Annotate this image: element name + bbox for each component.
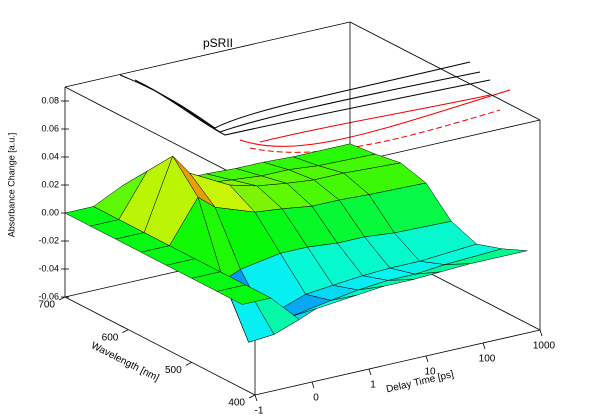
x-tick bbox=[254, 394, 258, 402]
x-tick bbox=[425, 355, 429, 363]
plot-area: -0.06 -0.04 -0.02 0.00 0.02 0.04 0.06 0.08 400 50… bbox=[38, 21, 556, 417]
z-tick-label: -0.06 bbox=[38, 291, 59, 301]
y-tick-label: 400 bbox=[228, 398, 245, 409]
x-tick-label: -1 bbox=[255, 406, 264, 417]
z-tick-label: 0.04 bbox=[41, 151, 59, 161]
x-tick bbox=[539, 329, 543, 337]
z-tick-label: -0.02 bbox=[38, 235, 59, 245]
box-edge bbox=[64, 21, 351, 88]
box-edge bbox=[64, 86, 256, 186]
y-tick-label: 600 bbox=[102, 332, 119, 343]
chart-title: pSRII bbox=[203, 36, 233, 50]
z-tick-label: 0.00 bbox=[41, 207, 59, 217]
z-axis-label: Absorbance Change [a.u.] bbox=[6, 133, 16, 238]
box-edge bbox=[349, 21, 541, 121]
top-contours bbox=[119, 61, 511, 153]
z-tick-label: 0.08 bbox=[41, 95, 59, 105]
contour bbox=[249, 109, 501, 153]
y-axis-label: Wavelength [nm] bbox=[89, 340, 161, 384]
contour bbox=[134, 71, 481, 133]
y-tick bbox=[58, 296, 66, 301]
x-tick-label: 100 bbox=[479, 354, 496, 365]
contour bbox=[149, 79, 491, 136]
x-axis-label: Delay Time [ps] bbox=[385, 369, 455, 395]
y-tick bbox=[185, 361, 192, 366]
x-tick-label: 10 bbox=[424, 367, 436, 378]
x-tick bbox=[311, 381, 315, 389]
x-tick-label: 0 bbox=[313, 393, 319, 404]
contour bbox=[259, 94, 491, 143]
x-tick-label: 1 bbox=[370, 380, 376, 391]
z-tick-label: 0.02 bbox=[41, 179, 59, 189]
box-edge bbox=[254, 329, 541, 396]
y-tick bbox=[248, 394, 256, 399]
contour bbox=[119, 61, 471, 129]
y-tick-label: 500 bbox=[165, 365, 182, 376]
x-tick-label: 1000 bbox=[533, 341, 556, 352]
box-edge bbox=[64, 296, 256, 396]
x-tick bbox=[482, 342, 486, 350]
z-tick-label: 0.06 bbox=[41, 123, 59, 133]
y-tick bbox=[122, 329, 129, 334]
contour bbox=[239, 89, 511, 147]
x-tick bbox=[368, 368, 372, 376]
z-tick-label: -0.04 bbox=[38, 263, 59, 273]
surface-patch bbox=[216, 284, 272, 305]
y-tick-label: 700 bbox=[38, 300, 55, 311]
